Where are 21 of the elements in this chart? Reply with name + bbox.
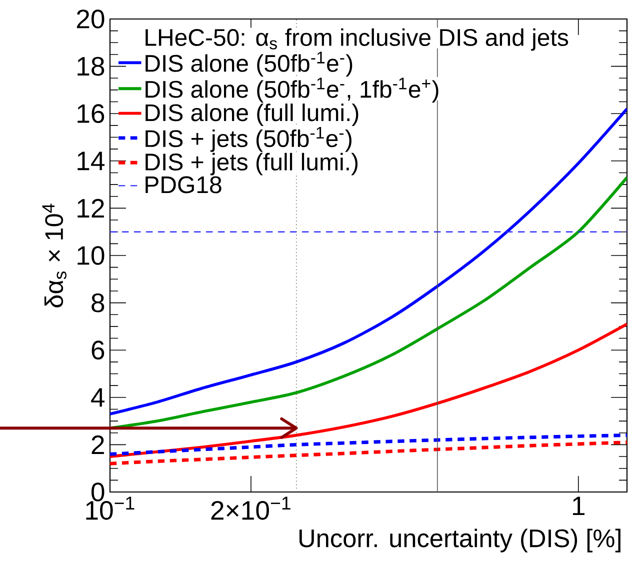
y-tick-label: 8 xyxy=(92,293,104,312)
x-axis-title: Uncorr. uncertainty (DIS) [%] xyxy=(299,528,620,552)
y-tick-label: 10 xyxy=(78,246,104,265)
y-tick-label: 12 xyxy=(78,198,104,218)
legend-label: DIS alone (full lumi.) xyxy=(146,104,358,126)
legend-label: DIS + jets (full lumi.) xyxy=(146,152,358,176)
y-tick-label: 18 xyxy=(78,56,104,76)
y-tick-label: 16 xyxy=(78,104,104,124)
y-tick-label: 6 xyxy=(92,340,104,360)
y-axis-title: δα$_{s}$ × 10$^{4}$ xyxy=(42,204,66,308)
y-tick-label: 14 xyxy=(78,152,104,170)
y-tick-label: 20 xyxy=(76,10,104,28)
y-tick-label: 2 xyxy=(92,435,104,454)
text: DIS alone (50fb$^{-1}$e$^{-}$, 1fb$^{-1}$e$^{+}$) xyxy=(146,78,438,103)
x-tick-label: 2×10$^{−1}$ xyxy=(211,496,290,520)
legend-label: DIS + jets (50fb$^{-1}$e$^{-}$) xyxy=(146,127,352,152)
legend-label: PDG18 xyxy=(146,176,222,194)
legend-label: DIS alone (50fb$^{-1}$e$^{-}$) xyxy=(146,52,352,77)
x-tick-label: 1 xyxy=(572,496,584,516)
y-tick-label: 4 xyxy=(91,388,105,407)
legend-title: LHeC-50: α$_{s}$ from inclusive DIS and jets xyxy=(146,28,568,51)
